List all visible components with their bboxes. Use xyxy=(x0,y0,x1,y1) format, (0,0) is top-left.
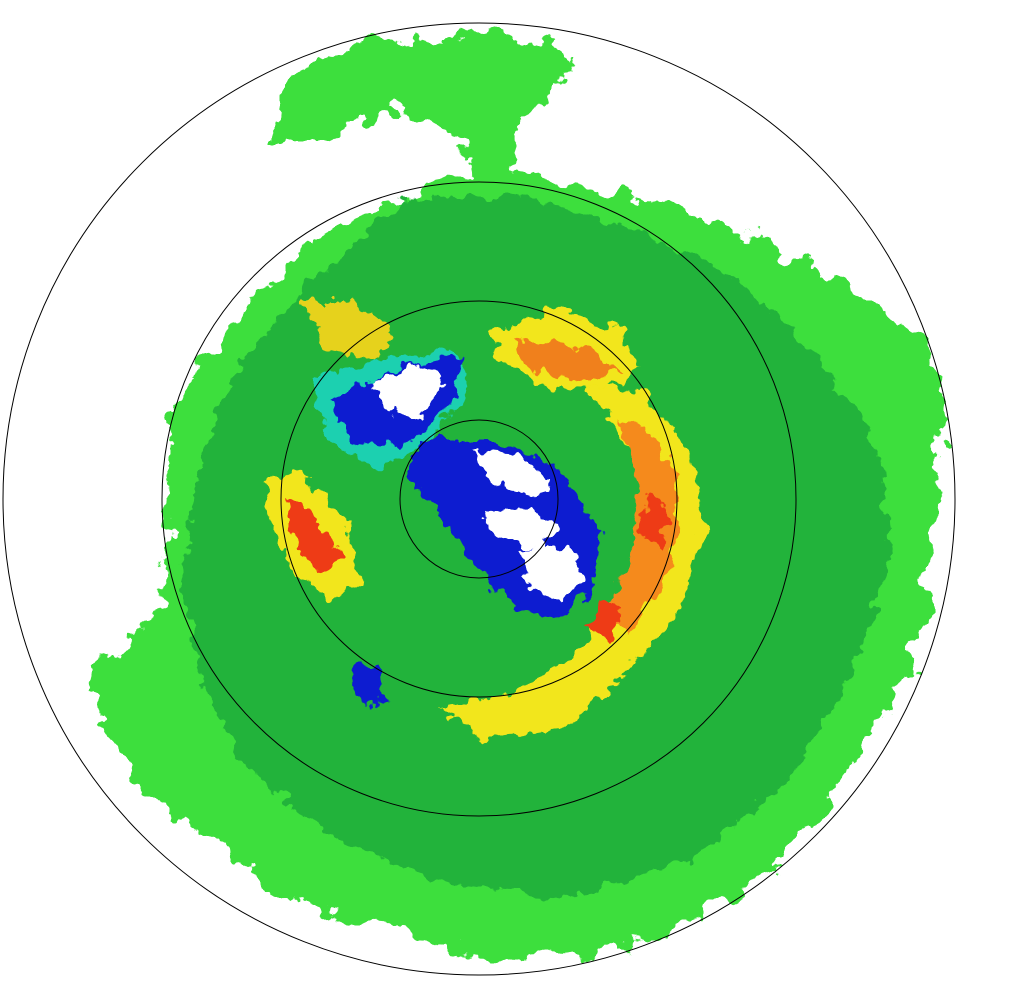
range-ring xyxy=(399,419,559,579)
white-core xyxy=(370,365,445,420)
white-core xyxy=(470,450,550,500)
range-ring xyxy=(161,181,797,817)
white-core xyxy=(480,505,555,550)
range-rings xyxy=(2,22,956,976)
yellow-patch xyxy=(300,300,390,360)
yellow-band xyxy=(440,380,705,740)
range-ring xyxy=(2,22,956,976)
blue-patch xyxy=(350,665,385,705)
range-ring xyxy=(280,300,678,698)
white-core xyxy=(520,545,585,600)
precip-moderate xyxy=(180,195,890,900)
orange-patch xyxy=(510,340,620,380)
red-patch xyxy=(640,490,670,550)
red-patch xyxy=(285,500,340,575)
red-patch xyxy=(590,600,625,640)
orange-band xyxy=(600,420,680,630)
